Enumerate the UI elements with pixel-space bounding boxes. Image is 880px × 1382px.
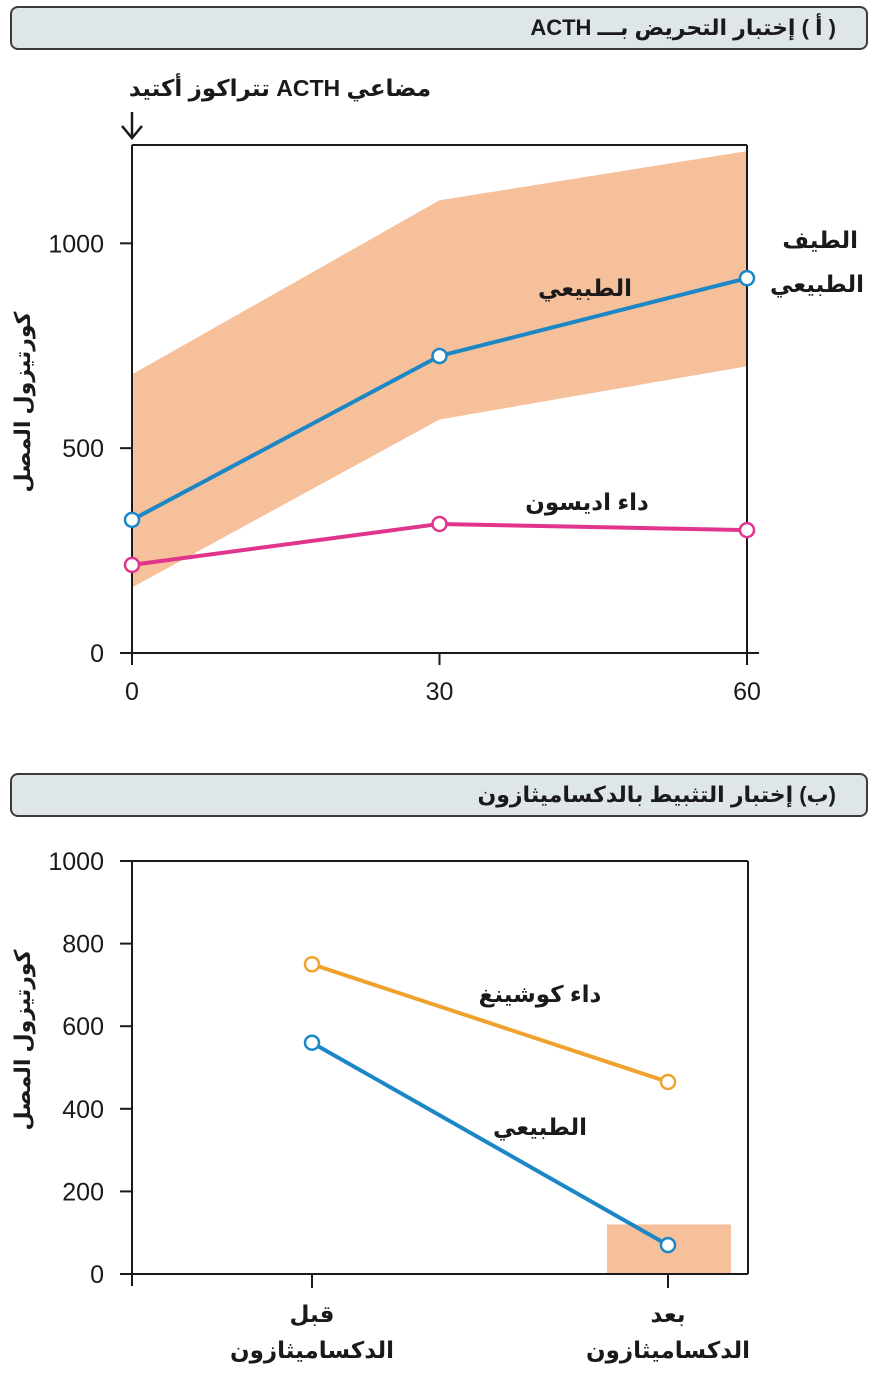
stimulus-annotation: مضاعي ACTH تتراكوز أكتيد bbox=[129, 72, 431, 102]
data-point-b bbox=[303, 956, 321, 973]
data-point-b bbox=[659, 1073, 677, 1091]
y-tick-label-b: 400 bbox=[62, 1096, 104, 1124]
chart-a-title: ( أ ) إختبار التحريض بـــ ACTH bbox=[10, 6, 868, 50]
y-tick-label-a: 0 bbox=[90, 640, 104, 668]
series-line-b bbox=[310, 962, 670, 1084]
series-label-normal-b: الطبيعي bbox=[493, 1114, 587, 1141]
y-tick-label-a: 500 bbox=[62, 435, 104, 463]
data-point-a bbox=[431, 347, 448, 365]
data-point-a bbox=[738, 269, 756, 287]
x-category-label-line: قبل bbox=[290, 1301, 335, 1327]
x-tick-label-a: 30 bbox=[426, 678, 454, 706]
data-point-a bbox=[123, 511, 141, 529]
data-point-b bbox=[303, 1034, 321, 1051]
y-axis-label-b: كورتيزول المصل bbox=[10, 949, 36, 1130]
chart-a: 0 500 1000 0 30 60 مضاعي ACTH تتراكوز أكتيد ك… bbox=[10, 72, 864, 706]
y-tick-label-b: 600 bbox=[62, 1013, 104, 1041]
chart-b-title-text: (ب) إختبار التثبيط بالدكساميثازون bbox=[477, 782, 836, 807]
series-label-addison: داء اديسون bbox=[525, 489, 649, 516]
range-label-line-1: الطيف bbox=[782, 227, 858, 253]
x-tick-label-a: 0 bbox=[125, 678, 139, 706]
x-tick-label-a: 60 bbox=[733, 678, 761, 706]
chart-b-title: (ب) إختبار التثبيط بالدكساميثازون bbox=[10, 773, 868, 817]
stimulus-arrow-icon bbox=[121, 125, 143, 140]
normal-range-band bbox=[132, 151, 747, 588]
y-tick-label-b: 1000 bbox=[48, 848, 104, 876]
x-category-label-line: بعد bbox=[651, 1301, 686, 1327]
data-point-b bbox=[659, 1236, 677, 1254]
data-point-a bbox=[738, 521, 756, 539]
data-point-a bbox=[123, 556, 141, 574]
chart-a-title-text: ( أ ) إختبار التحريض بـــ ACTH bbox=[530, 15, 836, 40]
series-label-normal-a: الطبيعي bbox=[538, 275, 632, 302]
y-axis-label-a: كورتيزول المصل bbox=[10, 311, 36, 492]
chart-b: 0 200 400 600 800 1000 قبل الدكساميثازون بعد الدك… bbox=[10, 848, 750, 1364]
series-label-cushing: داء كوشينغ bbox=[479, 981, 602, 1008]
range-label-line-2: الطبيعي bbox=[770, 271, 864, 298]
series-line-b bbox=[310, 1040, 670, 1248]
data-point-a bbox=[431, 515, 448, 533]
y-tick-label-b: 800 bbox=[62, 931, 104, 959]
y-tick-label-b: 0 bbox=[90, 1261, 104, 1289]
y-tick-label-b: 200 bbox=[62, 1178, 104, 1206]
x-category-label-line: الدكساميثازون bbox=[230, 1337, 394, 1364]
x-category-label-b: بعد الدكساميثازون bbox=[586, 1301, 750, 1364]
y-tick-label-a: 1000 bbox=[48, 230, 104, 258]
range-label: الطيف الطبيعي bbox=[770, 227, 864, 298]
x-category-label-line: الدكساميثازون bbox=[586, 1337, 750, 1364]
x-category-label-b: قبل الدكساميثازون bbox=[230, 1301, 394, 1364]
